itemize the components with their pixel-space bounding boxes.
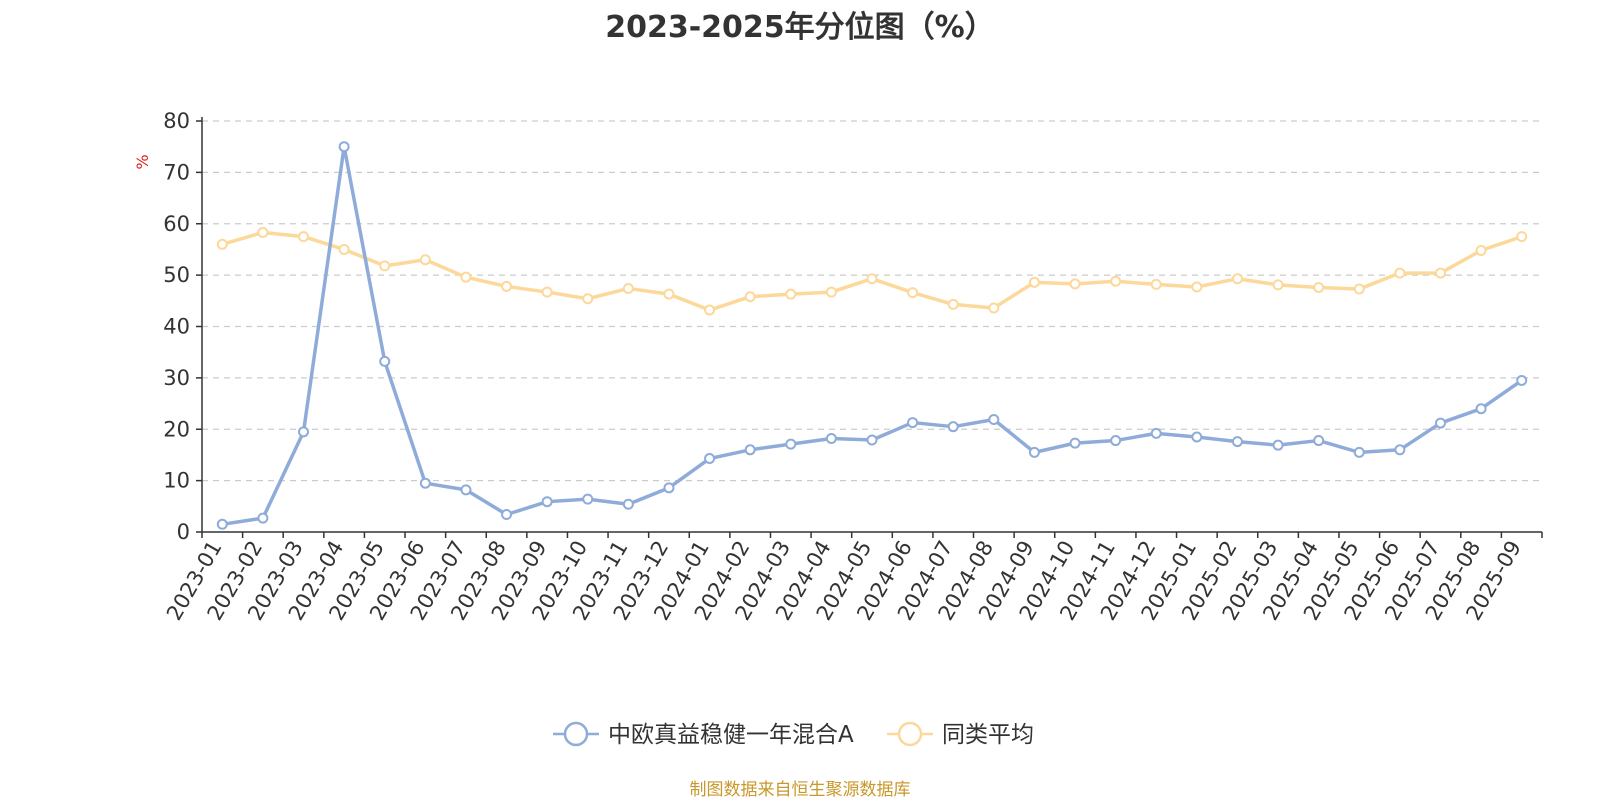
data-point [744,444,756,456]
y-tick-label: 70 [163,160,190,184]
series-lines [216,141,1528,530]
data-point [460,484,472,496]
axes: 010203040506070802023-012023-022023-0320… [162,109,1543,624]
data-point [216,518,228,530]
legend-label: 同类平均 [942,722,1034,748]
source-note: 制图数据来自恒生聚源数据库 [689,780,911,800]
data-point [825,432,837,444]
data-point [582,493,594,505]
data-point [379,355,391,367]
data-point [379,260,391,272]
data-point [298,426,310,438]
data-point [541,286,553,298]
legend[interactable]: 中欧真益稳健一年混合A 同类平均 [553,721,1034,748]
data-point [1434,267,1446,279]
data-point [1475,403,1487,415]
data-point [1028,276,1040,288]
data-point [1313,435,1325,447]
y-tick-label: 50 [163,263,190,287]
data-point [1272,439,1284,451]
data-point [1313,281,1325,293]
data-point [419,477,431,489]
data-point [1231,273,1243,285]
y-tick-label: 60 [163,212,190,236]
legend-item[interactable]: 中欧真益稳健一年混合A [553,721,854,748]
data-point [947,298,959,310]
data-point [825,286,837,298]
data-point [298,231,310,243]
data-point [704,304,716,316]
data-point [1394,267,1406,279]
data-point [785,438,797,450]
y-axis-label: % [133,154,152,169]
chart-title: 2023-2025年分位图（%） [605,10,995,45]
data-point [1353,283,1365,295]
data-point [1272,279,1284,291]
data-point [257,512,269,524]
data-point [1028,446,1040,458]
data-point [257,226,269,238]
data-point [663,482,675,494]
data-point [1394,444,1406,456]
data-point [541,496,553,508]
data-point [866,434,878,446]
y-tick-label: 80 [163,109,190,133]
data-point [744,291,756,303]
data-point [1150,427,1162,439]
series-line [221,230,1523,312]
data-point [1150,278,1162,290]
data-point [338,243,350,255]
data-point [1069,437,1081,449]
data-point [216,238,228,250]
data-point [1353,446,1365,458]
data-point [501,280,513,292]
legend-item[interactable]: 同类平均 [887,721,1034,748]
y-tick-label: 40 [163,315,190,339]
data-point [1516,231,1528,243]
data-point [1191,431,1203,443]
data-point [622,282,634,294]
data-point [866,273,878,285]
y-tick-label: 20 [163,417,190,441]
data-point [1516,374,1528,386]
data-point [988,413,1000,425]
data-point [663,288,675,300]
data-point [622,498,634,510]
data-point [1191,281,1203,293]
data-point [582,293,594,305]
data-point [785,288,797,300]
data-point [988,302,1000,314]
grid-lines [202,120,1542,482]
data-point [1069,278,1081,290]
y-tick-label: 10 [163,469,190,493]
data-point [1475,244,1487,256]
data-point [1434,417,1446,429]
data-point [947,421,959,433]
data-point [907,287,919,299]
y-tick-label: 30 [163,366,190,390]
series-line [222,144,1523,527]
data-point [338,141,350,153]
legend-label: 中欧真益稳健一年混合A [608,722,854,748]
data-point [704,453,716,465]
data-point [460,271,472,283]
data-point [1110,275,1122,287]
data-point [907,417,919,429]
data-point [1110,435,1122,447]
data-point [501,509,513,521]
y-tick-label: 0 [177,520,190,544]
data-point [419,254,431,266]
legend-swatch-marker [897,721,923,747]
data-point [1231,436,1243,448]
legend-swatch-marker [563,721,589,747]
